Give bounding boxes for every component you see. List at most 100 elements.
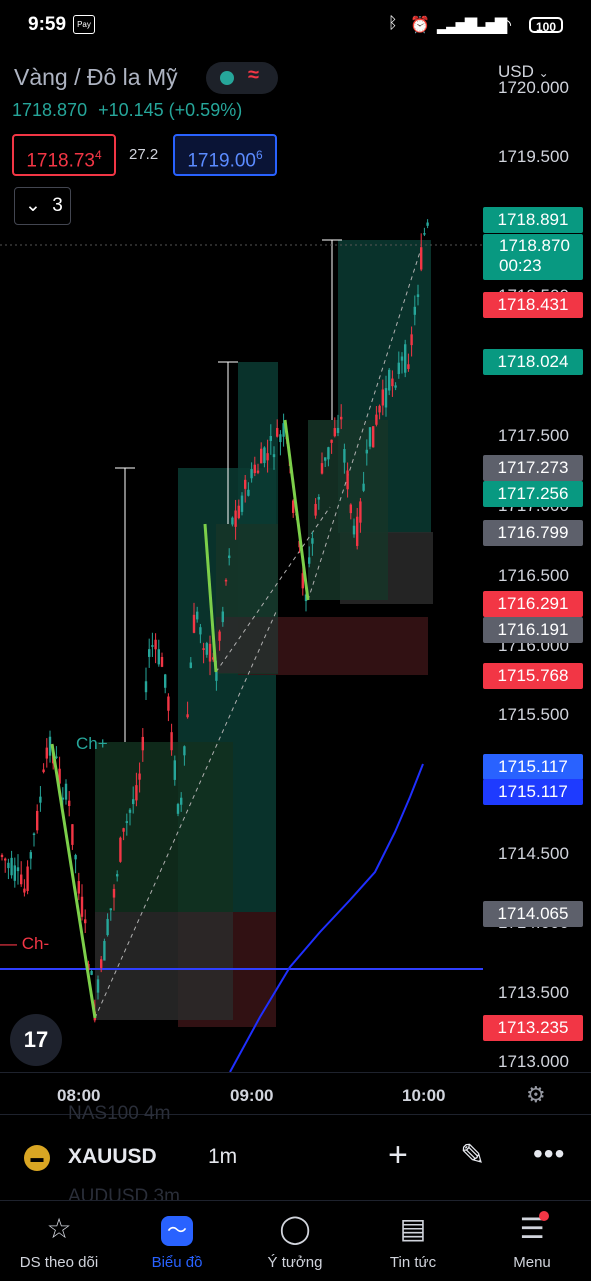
candle-body bbox=[250, 469, 253, 479]
nav-watchlist[interactable]: ☆ DS theo dõi bbox=[0, 1210, 118, 1271]
candle-body bbox=[352, 525, 356, 535]
nav-menu[interactable]: ☰ Menu bbox=[473, 1210, 591, 1271]
price-tag: 1718.024 bbox=[483, 349, 583, 375]
tradingview-logo[interactable]: 17 bbox=[10, 1014, 62, 1066]
price-tag-value: 1715.117 bbox=[498, 757, 568, 776]
price-tag: 1713.235 bbox=[483, 1015, 583, 1041]
star-icon: ☆ bbox=[46, 1213, 72, 1244]
candle-body bbox=[423, 233, 426, 235]
indicators-toggle[interactable]: ⌄ 3 bbox=[14, 187, 71, 225]
candle-body bbox=[176, 804, 180, 814]
candle-body bbox=[260, 448, 263, 464]
candle-body bbox=[263, 447, 266, 464]
notification-badge bbox=[539, 1211, 549, 1221]
candle-body bbox=[80, 896, 84, 917]
candle-body bbox=[100, 959, 103, 968]
payment-icon: Pay bbox=[73, 15, 95, 34]
plus-icon[interactable]: + bbox=[388, 1136, 408, 1174]
candle-body bbox=[7, 862, 10, 869]
price-tag-value: 1713.235 bbox=[497, 1018, 569, 1037]
more-icon[interactable]: ••• bbox=[533, 1138, 566, 1169]
menu-icon: ☰ bbox=[519, 1213, 545, 1244]
candle-body bbox=[388, 369, 391, 391]
candle-body bbox=[416, 294, 420, 297]
candle-body bbox=[68, 800, 71, 807]
price-axis-label: 1713.000 bbox=[498, 1052, 569, 1071]
candle-body bbox=[36, 810, 39, 831]
choch-up-label: Ch+ bbox=[76, 734, 108, 753]
swing-leg bbox=[50, 743, 97, 1019]
candle-body bbox=[61, 797, 64, 800]
candle-body bbox=[269, 436, 272, 441]
candle-body bbox=[90, 970, 93, 975]
candle-body bbox=[138, 773, 141, 780]
price-tag: 1715.117 bbox=[483, 779, 583, 805]
bottom-nav bbox=[0, 1200, 591, 1281]
price-axis-label: 1719.500 bbox=[498, 147, 569, 166]
sell-button[interactable]: 1718.734 bbox=[12, 134, 116, 176]
candle-body bbox=[16, 867, 20, 872]
chart-icon: 〜 bbox=[118, 1210, 236, 1248]
market-status-pill[interactable]: ≈ bbox=[206, 62, 278, 94]
candle-body bbox=[4, 858, 7, 861]
swing-leg bbox=[203, 523, 218, 673]
buy-button[interactable]: 1719.006 bbox=[173, 134, 277, 176]
nav-ideas[interactable]: ◯ Ý tưởng bbox=[236, 1210, 354, 1271]
candle-body bbox=[231, 517, 234, 525]
candle-body bbox=[23, 888, 26, 893]
candle-body bbox=[119, 837, 122, 862]
choch-down-label: — Ch- bbox=[0, 934, 50, 953]
time-label-1000: 10:00 bbox=[402, 1086, 446, 1105]
candle-body bbox=[10, 857, 13, 876]
pencil-icon[interactable]: ✎ bbox=[460, 1139, 486, 1172]
candle-body bbox=[32, 833, 36, 836]
candle-body bbox=[202, 648, 205, 651]
time-axis[interactable] bbox=[0, 1072, 591, 1115]
candle-body bbox=[199, 627, 202, 635]
candle-body bbox=[343, 449, 346, 463]
price-tag-value: 1716.291 bbox=[497, 594, 569, 613]
spread-value: 27.2 bbox=[129, 146, 159, 163]
candle-body bbox=[215, 671, 218, 681]
candle-body bbox=[20, 874, 23, 885]
last-price: 1718.870 bbox=[12, 100, 88, 120]
gear-icon[interactable]: ⚙ bbox=[526, 1082, 546, 1107]
symbol-ticker[interactable]: XAUUSD bbox=[68, 1145, 157, 1168]
candle-body bbox=[244, 479, 247, 489]
candle-body bbox=[0, 854, 4, 858]
symbol-title[interactable]: Vàng / Đô la Mỹ bbox=[14, 64, 178, 90]
wifi-icon: ◠ bbox=[498, 17, 512, 34]
nav-label: Ý tưởng bbox=[267, 1254, 323, 1271]
signal-icon: ▂▃▅▇ bbox=[437, 17, 477, 34]
candle-body bbox=[324, 457, 327, 461]
candle-body bbox=[167, 696, 170, 711]
interval-selector[interactable]: 1m bbox=[208, 1145, 238, 1168]
price-tag-value: 1715.117 bbox=[498, 782, 568, 801]
price-tag-value: 1717.273 bbox=[497, 458, 569, 477]
candle-body bbox=[29, 852, 32, 859]
nav-news[interactable]: ▤ Tin tức bbox=[354, 1210, 472, 1271]
candle-body bbox=[208, 643, 212, 662]
price-tag: 1718.891 bbox=[483, 207, 583, 233]
candle-body bbox=[381, 389, 384, 406]
candle-body bbox=[240, 495, 244, 512]
price-axis-label: 1715.500 bbox=[498, 705, 569, 724]
price-chart[interactable] bbox=[0, 52, 591, 1072]
candle-body bbox=[272, 454, 276, 458]
nav-label: Biểu đồ bbox=[151, 1254, 203, 1271]
candle-body bbox=[96, 979, 100, 993]
clock: 9:59 bbox=[28, 14, 67, 35]
candle-body bbox=[404, 344, 407, 373]
price-axis-label: 1716.500 bbox=[498, 566, 569, 585]
candle-body bbox=[253, 464, 256, 474]
candle-body bbox=[192, 614, 196, 633]
currency-selector[interactable]: USD ⌄ bbox=[498, 62, 549, 82]
candle-body bbox=[173, 760, 176, 780]
candle-body bbox=[170, 732, 173, 751]
market-open-dot bbox=[220, 71, 234, 85]
candle-body bbox=[378, 405, 381, 413]
candle-body bbox=[196, 611, 199, 620]
candle-body bbox=[336, 427, 340, 433]
nav-chart[interactable]: 〜 Biểu đồ bbox=[118, 1210, 236, 1271]
candle-body bbox=[164, 674, 167, 688]
